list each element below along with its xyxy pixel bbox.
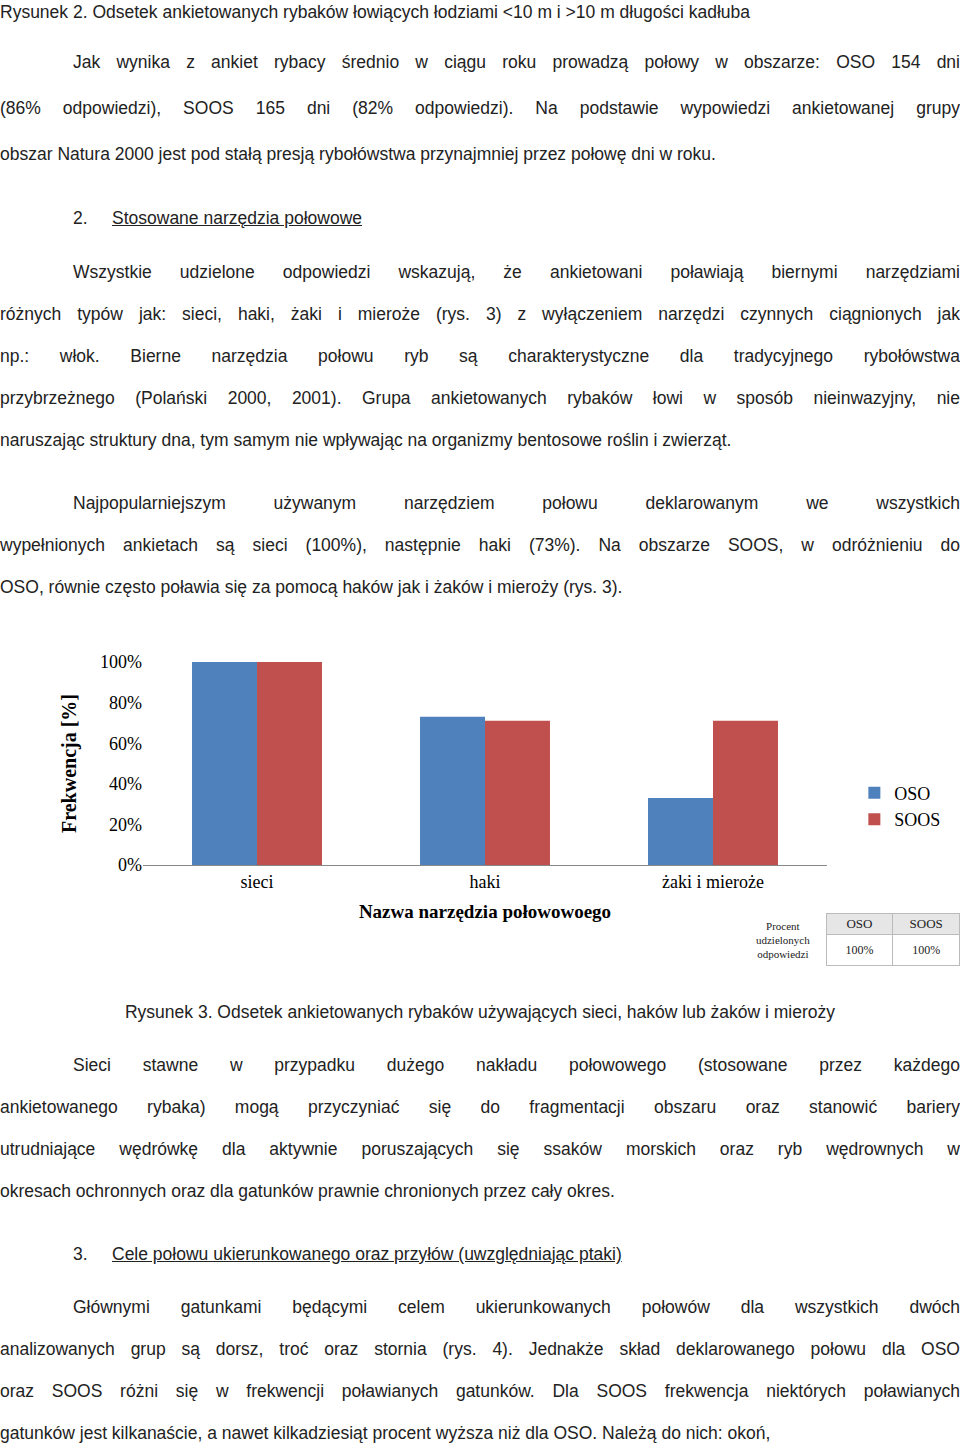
html-text:100%: 100% <box>845 942 874 957</box>
svg-text:SOOS: SOOS <box>894 810 940 830</box>
html-text:3.: 3. <box>73 1244 88 1264</box>
html-text:okresach ochronnych oraz dla g: okresach ochronnych oraz dla gatunków pr… <box>0 1181 615 1201</box>
html-text:obszar Natura 2000 jest pod st: obszar Natura 2000 jest pod stałą presją… <box>0 144 716 164</box>
html-text:Sieci stawne w przypadku dużeg: Sieci stawne w przypadku dużego nakładu … <box>73 1055 960 1075</box>
svg-text:100%: 100% <box>100 652 142 672</box>
svg-text:Nazwa narzędzia połowowoego: Nazwa narzędzia połowowoego <box>359 901 611 922</box>
html-text:np.: włok. Bierne narzędzia po: np.: włok. Bierne narzędzia połowu ryb s… <box>0 346 960 366</box>
svg-text:80%: 80% <box>109 693 142 713</box>
html-text:OSO, równie często poławia się: OSO, równie często poławia się za pomocą… <box>0 577 623 597</box>
html-text:Najpopularniejszym używanym na: Najpopularniejszym używanym narzędziem p… <box>73 493 960 513</box>
svg-text:40%: 40% <box>109 774 142 794</box>
html-text:OSO: OSO <box>846 916 873 931</box>
svg-text:żaki i mieroże: żaki i mieroże <box>662 872 764 892</box>
svg-text:20%: 20% <box>109 815 142 835</box>
html-text:gatunków jest kilkanaście, a n: gatunków jest kilkanaście, a nawet kilka… <box>0 1423 771 1443</box>
html-text:różnych typów jak: sieci, haki: różnych typów jak: sieci, haki, żaki i m… <box>0 304 960 324</box>
html-text:Wszystkie udzielone odpowiedzi: Wszystkie udzielone odpowiedzi wskazują,… <box>73 262 960 282</box>
html-text:(86% odpowiedzi), SOOS 165 dni: (86% odpowiedzi), SOOS 165 dni (82% odpo… <box>0 98 960 118</box>
html-text:2.: 2. <box>73 208 88 228</box>
svg-text:0%: 0% <box>118 855 142 875</box>
html-text:analizowanych grup są dorsz, t: analizowanych grup są dorsz, troć oraz s… <box>0 1339 960 1359</box>
svg-text:haki: haki <box>470 872 501 892</box>
html-text:SOOS: SOOS <box>909 916 943 931</box>
svg-text:60%: 60% <box>109 734 142 754</box>
html-text:Procent udzielonych odpowiedzi: Procent udzielonych odpowiedzi <box>756 919 810 960</box>
html-text:Stosowane narzędzia połowowe: Stosowane narzędzia połowowe <box>112 208 362 228</box>
html-text:utrudniające wędrówkę dla akty: utrudniające wędrówkę dla aktywnie porus… <box>0 1139 960 1159</box>
html-text:ankietowanego rybaka) mogą prz: ankietowanego rybaka) mogą przyczyniać s… <box>0 1097 960 1117</box>
html-text:przybrzeżnego (Polański 2000,: przybrzeżnego (Polański 2000, 2001). Gru… <box>0 388 960 408</box>
html-text:Głównymi gatunkami będącymi ce: Głównymi gatunkami będącymi celem ukieru… <box>73 1297 960 1317</box>
html-text:Rysunek 3. Odsetek ankietowany: Rysunek 3. Odsetek ankietowanych rybaków… <box>125 1002 835 1022</box>
svg-text:sieci: sieci <box>241 872 274 892</box>
html-text:naruszając struktury dna, tym: naruszając struktury dna, tym samym nie … <box>0 430 732 450</box>
html-text:oraz SOOS różni się w frekwenc: oraz SOOS różni się w frekwencji poławia… <box>0 1381 960 1401</box>
html-text:Jak wynika z ankiet rybacy śre: Jak wynika z ankiet rybacy średnio w cią… <box>73 52 960 72</box>
html-text:100%: 100% <box>912 942 941 957</box>
svg-text:OSO: OSO <box>894 784 930 804</box>
svg-text:Frekwencja [%]: Frekwencja [%] <box>58 694 81 833</box>
html-text:Rysunek 2. Odsetek ankietowany: Rysunek 2. Odsetek ankietowanych rybaków… <box>0 2 750 22</box>
html-text:wypełnionych ankietach są siec: wypełnionych ankietach są sieci (100%), … <box>0 535 960 555</box>
html-text:Cele połowu ukierunkowanego or: Cele połowu ukierunkowanego oraz przyłów… <box>112 1244 622 1264</box>
